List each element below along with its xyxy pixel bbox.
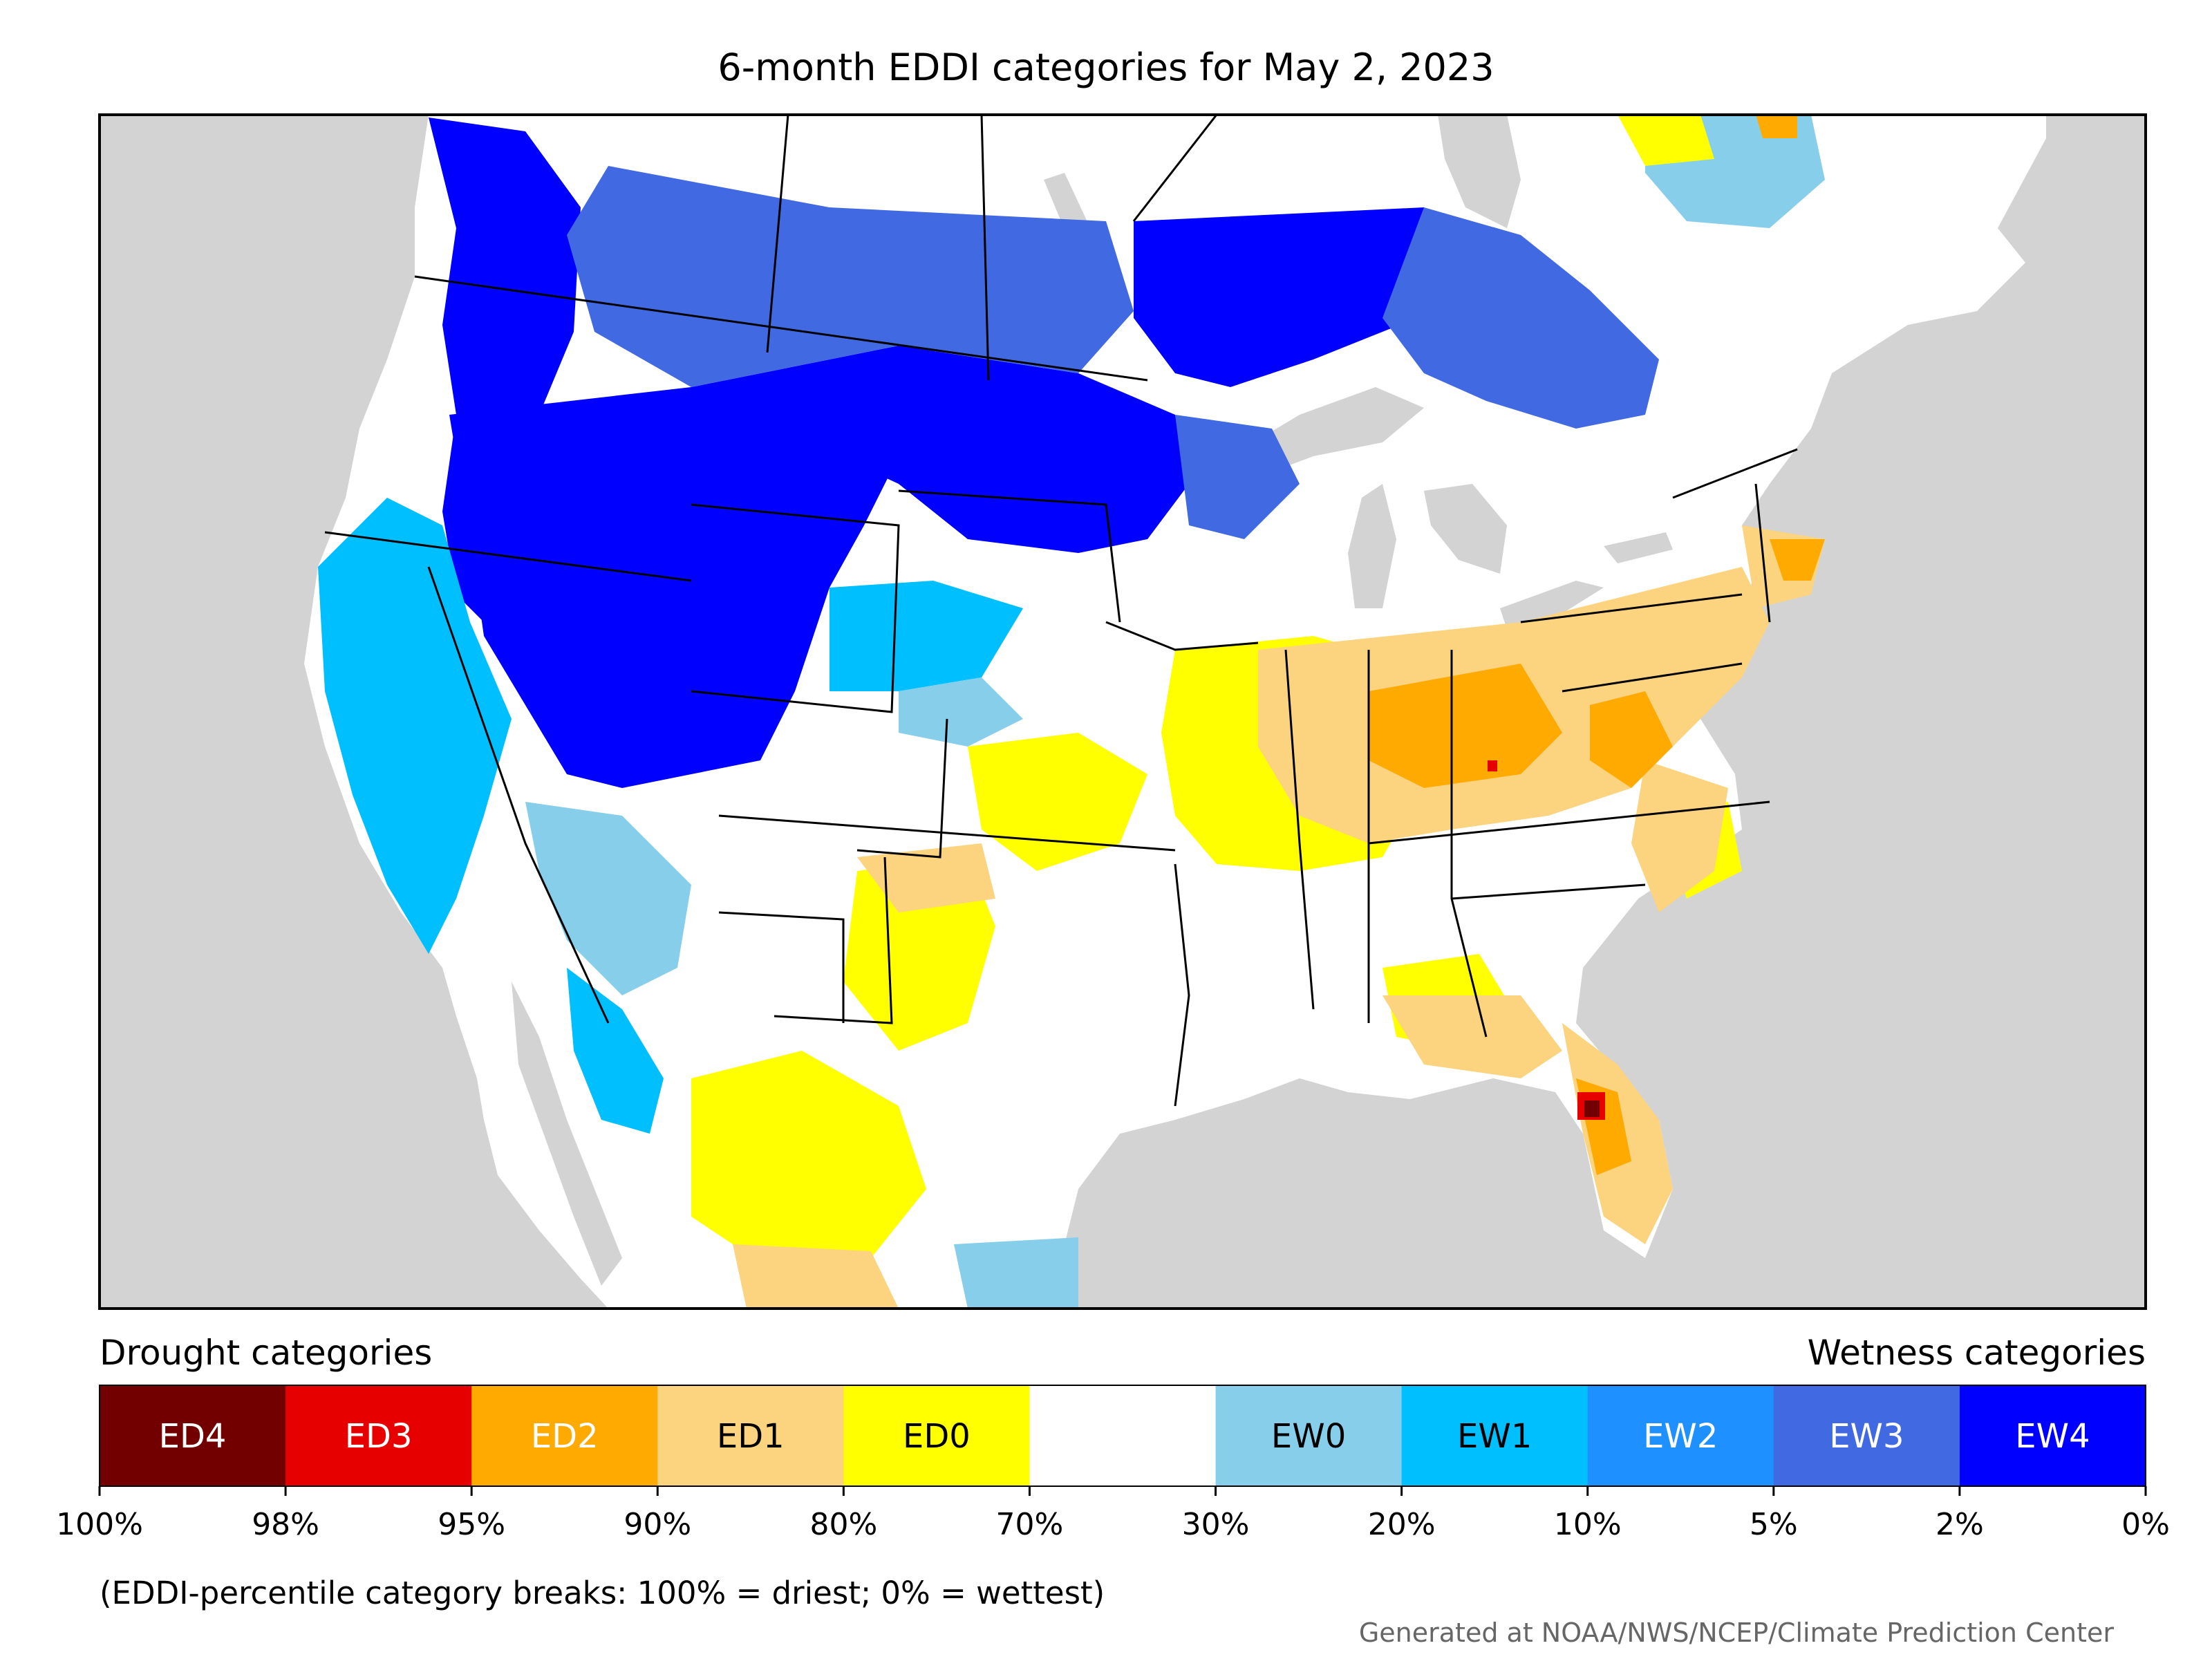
lake-erie [1500,581,1604,629]
colorbar-label-ew3: EW3 [1829,1417,1904,1456]
colorbar-swatch-normal [1029,1385,1217,1486]
colorbar-tick-label: 5% [1750,1507,1798,1542]
map-title: 6-month EDDI categories for May 2, 2023 [718,46,1494,89]
colorbar-swatch-ed0 [843,1385,1030,1486]
colorbar-tick-label: 70% [996,1507,1064,1542]
colorbar-label-ed2: ED2 [531,1417,599,1456]
colorbar-label-ew1: EW1 [1457,1417,1532,1456]
colorbar-swatch-ew3 [1773,1385,1960,1486]
wetness-categories-heading: Wetness categories [1807,1333,2146,1373]
colorbar-tick-label: 80% [809,1507,877,1542]
colorbar-label-ed4: ED4 [159,1417,227,1456]
drought-categories-heading: Drought categories [100,1333,433,1373]
colorbar-label-ew2: EW2 [1643,1417,1718,1456]
colorbar-swatch-ed4 [100,1385,286,1486]
colorbar-label-ed1: ED1 [717,1417,785,1456]
colorbar-label-ew0: EW0 [1271,1417,1346,1456]
colorbar-label-ed0: ED0 [903,1417,971,1456]
colorbar-swatch-ew0 [1215,1385,1403,1486]
colorbar-swatch-ed3 [285,1385,472,1486]
colorbar-label-ew4: EW4 [2015,1417,2090,1456]
lake-michigan [1348,484,1396,608]
colorbar-tick-label: 100% [56,1507,143,1542]
colorbar-tick-label: 30% [1182,1507,1250,1542]
colorbar-swatch-ew2 [1587,1385,1774,1486]
colorbar-label-ed3: ED3 [345,1417,413,1456]
colorbar-tick-label: 10% [1554,1507,1622,1542]
colorbar-frame [99,1385,2146,1487]
category-breaks-footnote: (EDDI-percentile category breaks: 100% =… [100,1575,1105,1611]
colorbar-tick-label: 95% [438,1507,505,1542]
colorbar-swatch-ed1 [657,1385,844,1486]
colorbar-tick-label: 2% [1936,1507,1984,1542]
colorbar-swatch-ew1 [1401,1385,1588,1486]
colorbar-tick-label: 90% [624,1507,691,1542]
political-boundaries [324,115,1798,1107]
lake-ontario [1604,532,1673,563]
category-patches [318,115,1825,1309]
hudson-bay-coast [1438,115,1521,228]
colorbar-swatch-ew4 [1959,1385,2146,1486]
colorbar-swatch-ed2 [471,1385,658,1486]
map-frame [98,113,2147,1310]
colorbar-tick-label: 20% [1368,1507,1436,1542]
lake-huron [1424,484,1507,574]
noaa-credit: Generated at NOAA/NWS/NCEP/Climate Predi… [1358,1618,2114,1648]
gulf-of-california [512,982,622,1286]
colorbar-tick-label: 0% [2121,1507,2170,1542]
colorbar-tick-label: 98% [252,1507,319,1542]
